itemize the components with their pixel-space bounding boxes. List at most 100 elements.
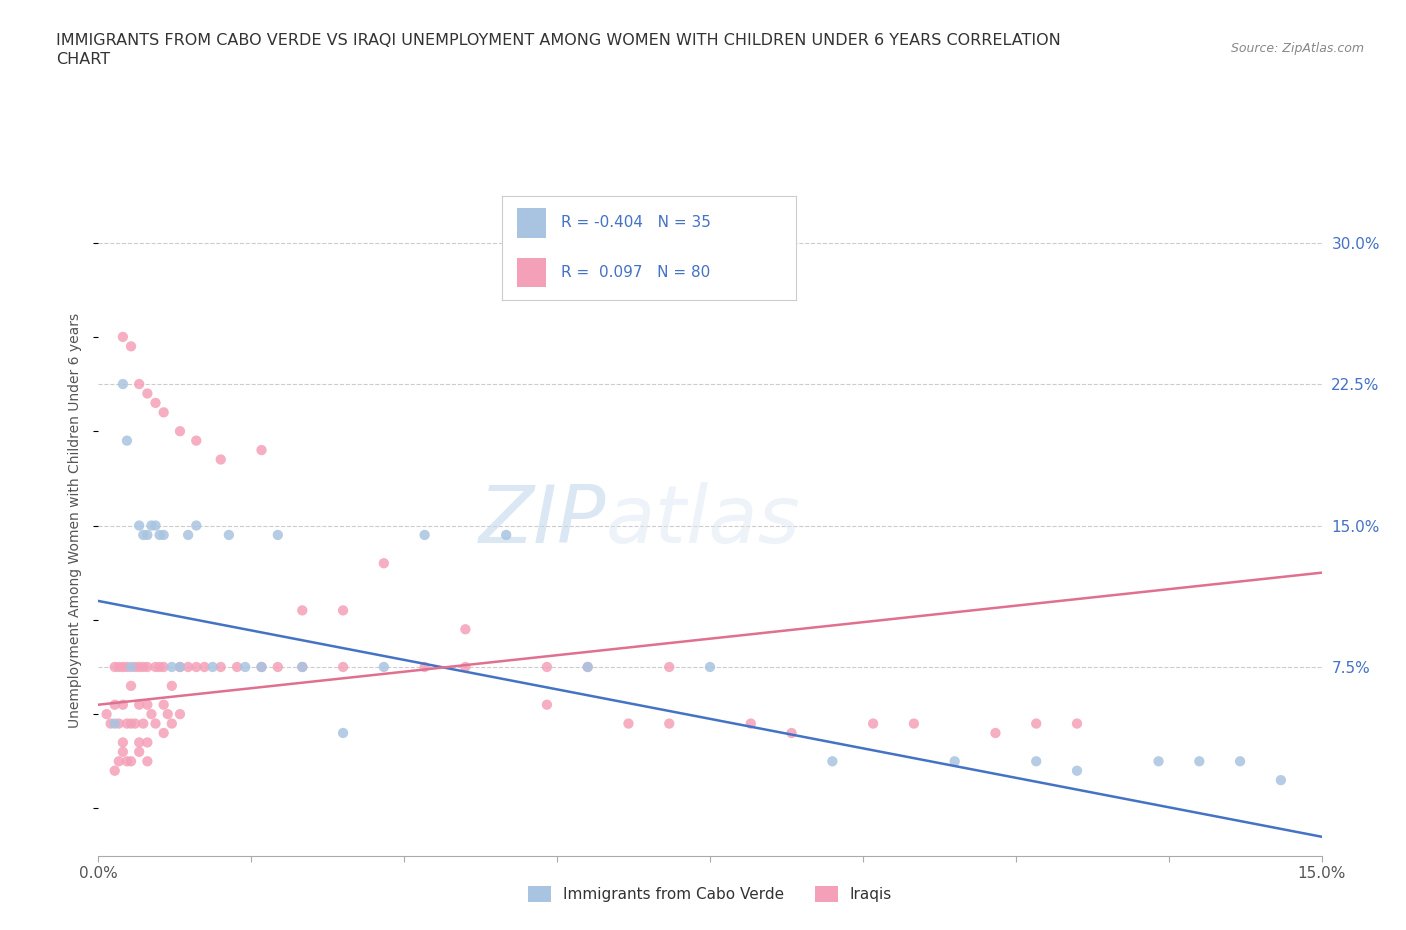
- Point: [104, 764, 127, 778]
- Point: [132, 659, 155, 674]
- Point: [132, 527, 155, 542]
- Point: [536, 659, 558, 674]
- Point: [136, 735, 159, 750]
- Point: [152, 527, 174, 542]
- Point: [699, 659, 721, 674]
- Point: [136, 386, 159, 401]
- Point: [169, 659, 191, 674]
- Point: [1066, 716, 1088, 731]
- Point: [169, 659, 191, 674]
- Point: [120, 716, 142, 731]
- Point: [145, 716, 167, 731]
- Point: [145, 395, 167, 410]
- Text: IMMIGRANTS FROM CABO VERDE VS IRAQI UNEMPLOYMENT AMONG WOMEN WITH CHILDREN UNDER: IMMIGRANTS FROM CABO VERDE VS IRAQI UNEM…: [56, 33, 1062, 67]
- Point: [1147, 754, 1170, 769]
- Point: [152, 405, 174, 419]
- Point: [100, 716, 122, 731]
- Point: [136, 698, 159, 712]
- Point: [111, 377, 134, 392]
- Point: [291, 659, 314, 674]
- Point: [1066, 764, 1088, 778]
- Point: [943, 754, 966, 769]
- Point: [120, 754, 142, 769]
- Point: [862, 716, 884, 731]
- Point: [111, 659, 134, 674]
- Point: [209, 452, 232, 467]
- Point: [104, 698, 127, 712]
- Point: [128, 744, 150, 759]
- Point: [115, 716, 138, 731]
- Point: [177, 527, 200, 542]
- Point: [152, 659, 174, 674]
- Point: [169, 707, 191, 722]
- Point: [177, 659, 200, 674]
- Point: [156, 707, 179, 722]
- Point: [1229, 754, 1251, 769]
- Point: [413, 659, 436, 674]
- Point: [152, 698, 174, 712]
- Point: [186, 659, 208, 674]
- Point: [576, 659, 599, 674]
- Point: [1025, 754, 1047, 769]
- Point: [576, 659, 599, 674]
- Point: [160, 716, 183, 731]
- Point: [145, 518, 167, 533]
- Point: [903, 716, 925, 731]
- Point: [160, 678, 183, 693]
- Point: [454, 659, 477, 674]
- Point: [233, 659, 256, 674]
- Point: [536, 698, 558, 712]
- Point: [128, 659, 150, 674]
- Point: [250, 659, 273, 674]
- Point: [132, 716, 155, 731]
- Point: [124, 659, 146, 674]
- Point: [111, 735, 134, 750]
- Point: [169, 424, 191, 439]
- Point: [145, 659, 167, 674]
- Point: [984, 725, 1007, 740]
- Point: [136, 754, 159, 769]
- Point: [267, 527, 290, 542]
- Point: [267, 659, 290, 674]
- Point: [332, 659, 354, 674]
- Point: [291, 603, 314, 618]
- Point: [111, 329, 134, 344]
- Point: [111, 744, 134, 759]
- Point: [111, 698, 134, 712]
- Point: [120, 678, 142, 693]
- Y-axis label: Unemployment Among Women with Children Under 6 years: Unemployment Among Women with Children U…: [69, 313, 83, 728]
- Point: [152, 725, 174, 740]
- Point: [209, 659, 232, 674]
- Point: [104, 716, 127, 731]
- Point: [193, 659, 215, 674]
- Point: [186, 433, 208, 448]
- Point: [454, 622, 477, 637]
- Point: [250, 659, 273, 674]
- Point: [108, 754, 131, 769]
- Point: [218, 527, 240, 542]
- Point: [128, 735, 150, 750]
- Point: [332, 603, 354, 618]
- Point: [115, 659, 138, 674]
- Point: [332, 725, 354, 740]
- Point: [136, 527, 159, 542]
- Point: [104, 659, 127, 674]
- Point: [226, 659, 249, 674]
- Point: [250, 443, 273, 458]
- Point: [658, 716, 681, 731]
- Text: ZIP: ZIP: [478, 482, 606, 560]
- Point: [108, 716, 131, 731]
- Point: [821, 754, 844, 769]
- Point: [1270, 773, 1292, 788]
- Point: [186, 518, 208, 533]
- Point: [291, 659, 314, 674]
- Point: [740, 716, 762, 731]
- Point: [115, 754, 138, 769]
- Point: [128, 698, 150, 712]
- Point: [141, 707, 163, 722]
- Point: [149, 527, 172, 542]
- Point: [160, 659, 183, 674]
- Point: [495, 527, 517, 542]
- Point: [413, 527, 436, 542]
- Point: [1188, 754, 1211, 769]
